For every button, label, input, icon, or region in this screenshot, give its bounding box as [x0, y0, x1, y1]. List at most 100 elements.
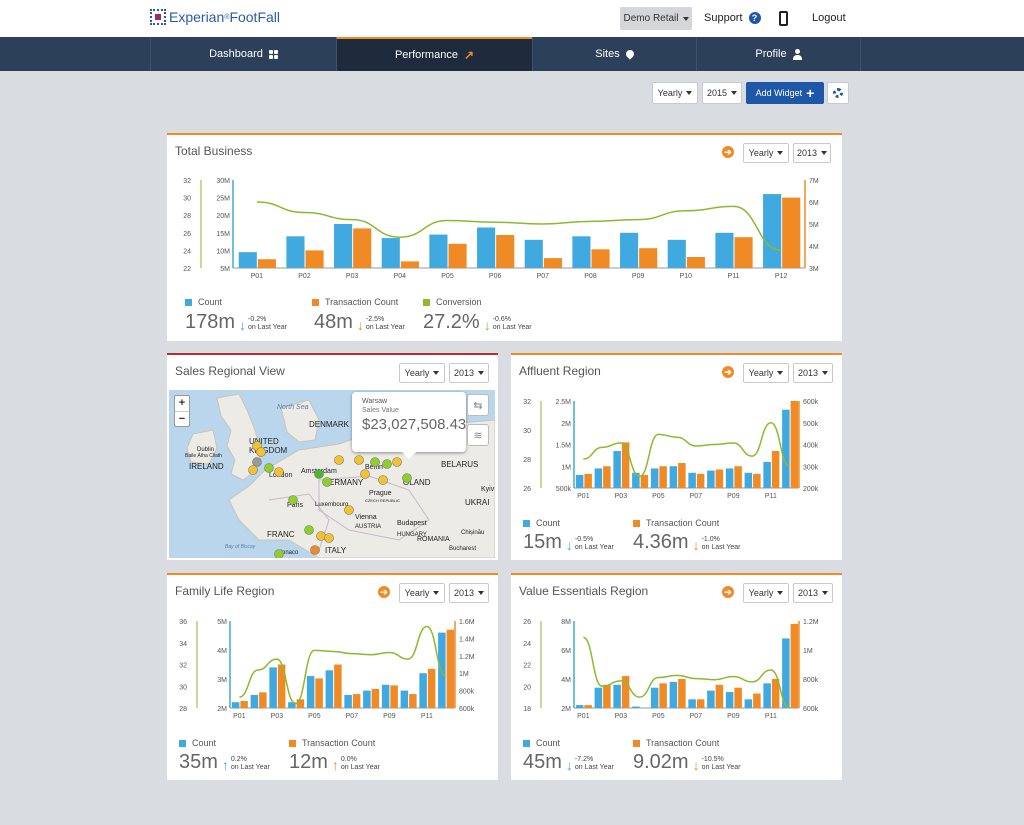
support-link[interactable]: Support ?	[704, 12, 761, 24]
x-tick-label: P10	[680, 273, 693, 280]
count-bar	[524, 239, 543, 268]
popup-value: $23,027,508.43	[362, 416, 467, 433]
family-life-region-panel: Family Life Region ➔ Yearly 2013 28 30 32 3…	[167, 573, 498, 780]
legend-conversion: Conversion	[423, 297, 482, 307]
tab-profile[interactable]: Profile	[696, 37, 861, 71]
year-dropdown[interactable]: 2015	[702, 82, 742, 104]
count-bar	[725, 692, 734, 708]
x-tick-label: P07	[537, 273, 550, 280]
transaction-bar	[390, 685, 398, 708]
count-bar	[613, 684, 621, 708]
count-bar	[688, 472, 696, 488]
expand-arrow-icon[interactable]: ➔	[722, 586, 734, 598]
period-dropdown[interactable]: Yearly	[652, 82, 698, 104]
expand-arrow-icon[interactable]: ➔	[722, 366, 734, 378]
count-bar	[763, 461, 771, 488]
tab-dashboard[interactable]: Dashboard	[150, 37, 336, 71]
left-tick-label: 1.5M	[555, 443, 571, 450]
panel-year-dropdown[interactable]: 2013	[793, 583, 833, 603]
value-essentials-chart: 18 20 22 24 26 2M 4M 6M 8M 600k 800k 1M 1.2M P01 P03 P0…	[523, 619, 819, 720]
transaction-bar	[446, 629, 455, 708]
add-widget-button[interactable]: Add Widget +	[746, 82, 824, 104]
right-tick-label: 1.2M	[459, 654, 475, 661]
left-tick-label: 20M	[216, 213, 230, 220]
panel-year-dropdown[interactable]: 2013	[793, 363, 833, 383]
left-tick-label: 10M	[216, 248, 230, 255]
caret-down-icon	[686, 91, 693, 95]
mobile-phone-icon[interactable]	[779, 11, 788, 26]
conversion-tick-label: 28	[523, 457, 531, 464]
panel-period-dropdown[interactable]: Yearly	[399, 363, 445, 383]
account-dropdown[interactable]: Demo Retail	[620, 7, 692, 30]
swap-icon[interactable]: ⇆	[467, 394, 489, 416]
x-tick-label: P05	[652, 493, 665, 500]
left-tick-label: 2M	[217, 706, 227, 713]
transaction-bar	[771, 679, 780, 708]
count-bar	[782, 638, 790, 708]
right-tick-label: 1M	[459, 671, 469, 678]
transaction-bar	[305, 250, 324, 268]
panel-period-dropdown[interactable]: Yearly	[743, 583, 789, 603]
transaction-bar	[427, 668, 436, 708]
x-tick-label: P06	[489, 273, 502, 280]
tab-sites[interactable]: Sites	[532, 37, 696, 71]
panel-period-dropdown[interactable]: Yearly	[399, 583, 445, 603]
left-tick-label: 3M	[217, 677, 227, 684]
conversion-line	[583, 636, 790, 709]
kpi-value: 48m	[314, 311, 353, 333]
x-tick-label: P07	[346, 713, 359, 720]
expand-arrow-icon[interactable]: ➔	[722, 146, 734, 158]
kpi-count: 178m ↓ -0.2% on Last Year	[185, 312, 287, 332]
expand-arrow-icon[interactable]: ➔	[378, 586, 390, 598]
kpi-transaction-count: 4.36m ↓ -1.0% on Last Year	[633, 532, 741, 552]
zoom-in-button[interactable]: +	[178, 397, 186, 409]
left-tick-label: 5M	[217, 619, 227, 626]
kpi-value: 12m	[289, 751, 328, 773]
transaction-bar	[448, 243, 467, 268]
transaction-bar	[715, 469, 724, 488]
x-tick-label: P01	[251, 273, 264, 280]
panel-year-dropdown[interactable]: 2013	[449, 363, 489, 383]
map-label: ERMANY	[329, 478, 364, 487]
right-tick-label: 1.2M	[803, 619, 819, 626]
kpi-count: 45m ↓ -7.2% on Last Year	[523, 752, 614, 772]
panel-period-dropdown[interactable]: Yearly	[743, 143, 789, 163]
settings-button[interactable]	[827, 82, 849, 104]
count-swatch	[179, 739, 186, 747]
experian-footfall-logo[interactable]: Experian ® FootFall	[150, 9, 280, 25]
panel-period-dropdown[interactable]: Yearly	[743, 363, 789, 383]
count-bar	[325, 670, 334, 708]
tab-performance[interactable]: Performance ↗	[336, 37, 532, 71]
logout-link[interactable]: Logout	[812, 12, 846, 24]
map-label: Paris	[287, 502, 303, 509]
map-label: Monaco	[277, 550, 299, 556]
transaction-bar	[277, 664, 286, 708]
conversion-tick-label: 32	[183, 178, 191, 185]
zoom-out-button[interactable]: −	[175, 411, 189, 426]
left-tick-label: 25M	[216, 196, 230, 203]
count-bar	[688, 699, 696, 708]
conversion-tick-label: 26	[523, 619, 531, 626]
transaction-bar	[584, 705, 592, 708]
total-business-chart: 22 24 26 28 30 32 5M 10M 15M 20M 25M 30M 3M 4M 5M 6M 7M P…	[183, 178, 819, 280]
caret-down-icon	[777, 151, 784, 155]
count-bar	[250, 694, 259, 708]
panel-title: Sales Regional View	[175, 364, 285, 378]
transaction-bar	[678, 462, 686, 488]
transaction-bar	[686, 257, 705, 268]
count-swatch	[523, 739, 530, 747]
count-bar	[419, 673, 427, 708]
count-bar	[632, 706, 640, 708]
layers-icon[interactable]: ≋	[467, 424, 489, 446]
sales-map[interactable]: + − North Sea DENMARK UNITED KINGDOM IRE…	[169, 390, 495, 558]
count-bar	[231, 702, 240, 708]
kpi-value: 9.02m	[633, 751, 689, 773]
x-tick-label: P01	[577, 713, 590, 720]
panel-year-dropdown[interactable]: 2013	[449, 583, 489, 603]
panel-year-dropdown[interactable]: 2013	[793, 143, 831, 163]
count-bar	[669, 466, 678, 488]
x-tick-label: P11	[421, 713, 433, 720]
transaction-bar	[696, 699, 705, 708]
transaction-bar	[771, 451, 780, 488]
transaction-bar	[334, 664, 342, 708]
